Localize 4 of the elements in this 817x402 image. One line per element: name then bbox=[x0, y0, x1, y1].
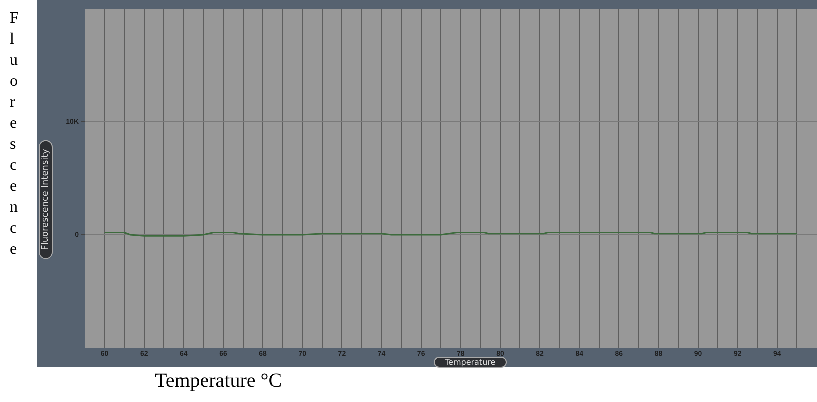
text: Temperature °C bbox=[155, 370, 282, 393]
text: Fluorescence bbox=[10, 10, 19, 258]
label-badge: Temperature bbox=[434, 357, 507, 368]
label-badge: Fluorescence Intensity bbox=[39, 140, 53, 260]
